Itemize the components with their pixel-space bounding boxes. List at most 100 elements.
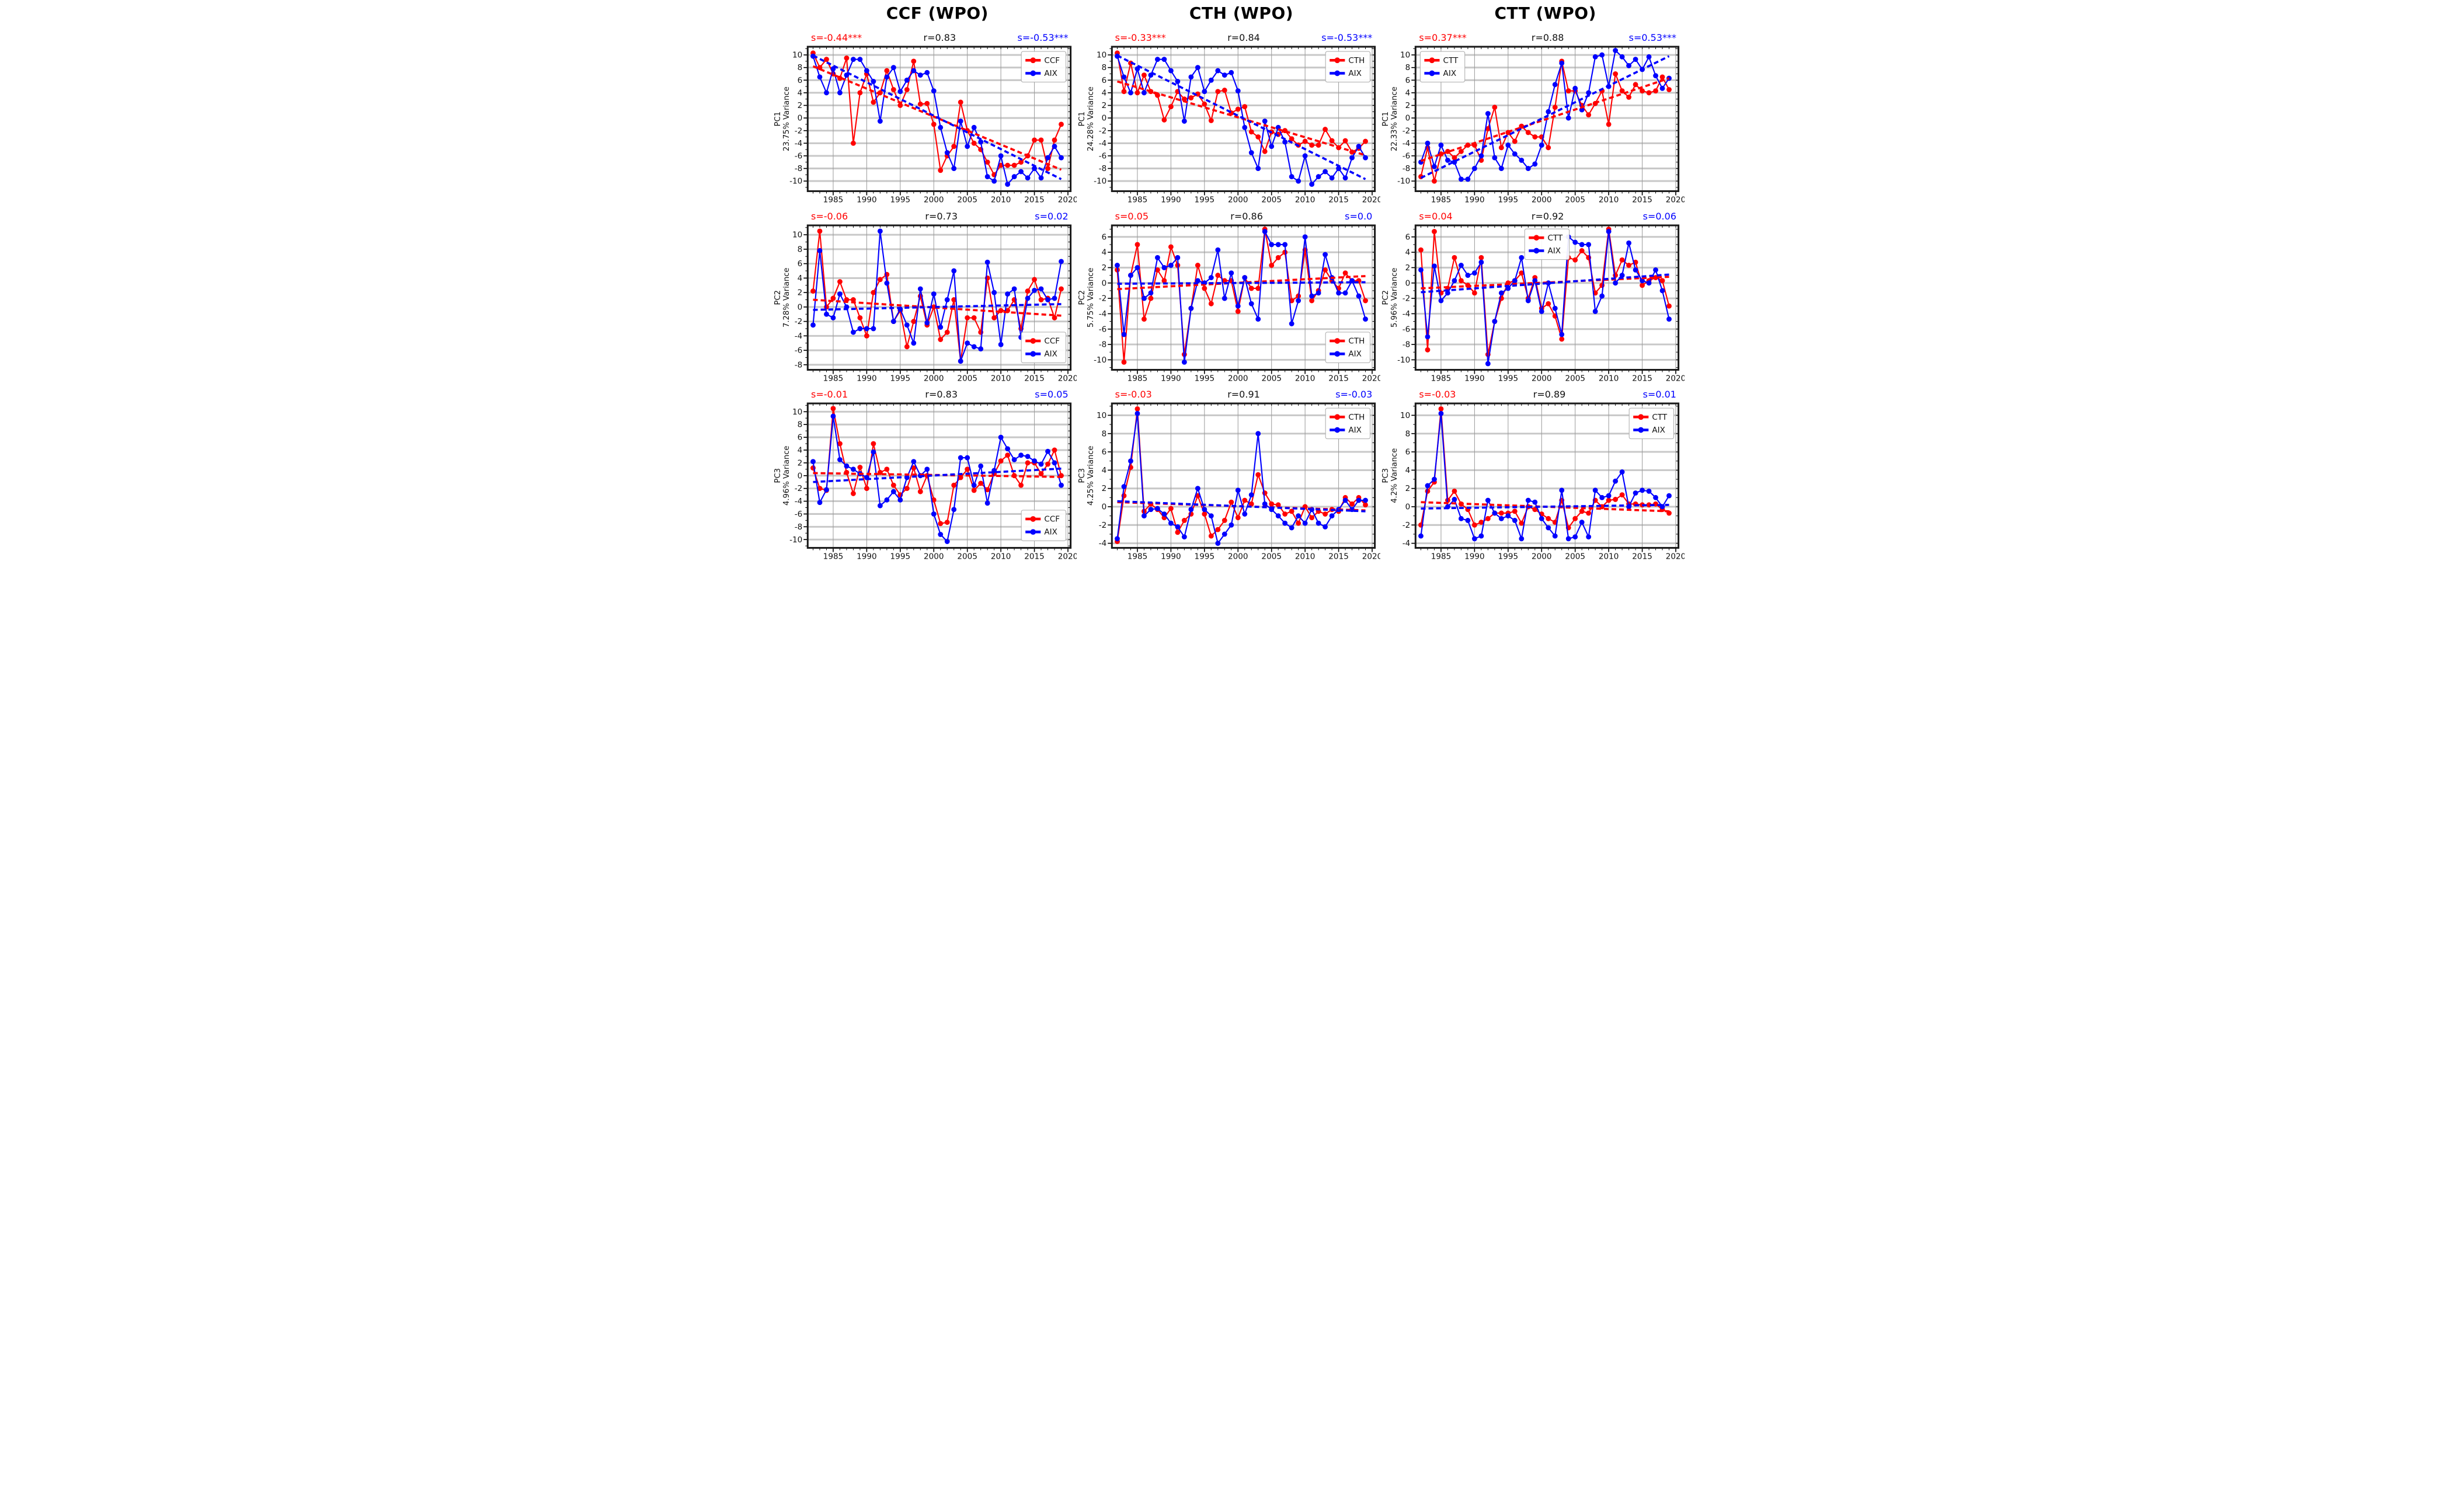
data-point <box>911 68 917 74</box>
data-point <box>971 124 977 130</box>
slope-annotation-blue: s=0.05 <box>1035 389 1069 400</box>
axis-labels: 1985 1990 1995 2000 2005 2010 2015 2020 10 8 6 4 2 0 -… <box>1381 51 1685 205</box>
data-point <box>911 465 917 471</box>
data-point <box>958 455 963 461</box>
slope-annotation-red: s=-0.33*** <box>1115 32 1166 43</box>
data-point <box>1121 332 1127 337</box>
data-point <box>1432 476 1438 482</box>
slope-annotation-blue: s=0.02 <box>1035 210 1069 222</box>
legend-label: AIX <box>1652 426 1666 435</box>
svg-text:-6: -6 <box>795 151 803 161</box>
data-point <box>830 66 836 72</box>
svg-text:1995: 1995 <box>1194 374 1214 383</box>
svg-text:2015: 2015 <box>1328 552 1349 562</box>
y-axis-label-variance: 5.96% Variance <box>1390 267 1399 327</box>
data-point <box>1425 334 1431 339</box>
svg-text:2000: 2000 <box>924 196 944 205</box>
data-point <box>1052 447 1057 453</box>
data-point <box>1154 506 1160 511</box>
data-point <box>1038 137 1044 143</box>
trend-lines <box>1421 273 1669 293</box>
data-point <box>951 297 957 302</box>
data-point <box>984 487 990 493</box>
data-point <box>1032 287 1037 293</box>
annotation-row: s=0.04 r=0.92 s=0.06 <box>1380 208 1685 222</box>
data-point <box>1161 117 1167 123</box>
data-point <box>1613 48 1619 53</box>
slope-annotation-blue: s=0.01 <box>1642 389 1676 400</box>
data-point <box>877 470 883 475</box>
svg-text:-2: -2 <box>1098 521 1106 530</box>
legend: CCF AIX <box>1021 51 1067 83</box>
data-point <box>1335 290 1341 295</box>
legend: CCF AIX <box>1021 331 1067 363</box>
data-point <box>1208 513 1214 519</box>
data-point <box>1188 74 1193 80</box>
data-point <box>1633 490 1638 496</box>
data-point <box>1553 533 1558 539</box>
data-point <box>1315 290 1321 295</box>
data-point <box>1425 483 1431 489</box>
data-point <box>1512 518 1518 524</box>
svg-text:2010: 2010 <box>991 552 1011 562</box>
slope-annotation-red: s=0.04 <box>1419 210 1453 222</box>
data-point <box>1235 515 1241 521</box>
data-point <box>1322 252 1328 257</box>
correlation-annotation: r=0.84 <box>1227 32 1260 43</box>
svg-text:2020: 2020 <box>1362 374 1380 383</box>
series-aix <box>1418 48 1672 182</box>
data-point <box>1282 242 1287 247</box>
data-point <box>1114 536 1120 542</box>
data-point <box>810 288 816 294</box>
trend-lines <box>1421 501 1669 513</box>
data-point <box>958 358 963 364</box>
data-point <box>1613 71 1619 76</box>
legend-label: CTH <box>1348 56 1365 65</box>
y-axis-label-pc: PC1 <box>774 112 782 126</box>
data-point <box>1452 255 1457 260</box>
svg-text:2000: 2000 <box>1532 552 1552 562</box>
data-point <box>1445 290 1451 295</box>
svg-text:6: 6 <box>1101 232 1106 242</box>
data-point <box>1640 88 1645 94</box>
svg-text:1985: 1985 <box>1127 374 1147 383</box>
data-point <box>830 413 836 419</box>
svg-text:1990: 1990 <box>1161 196 1181 205</box>
data-point <box>931 121 937 127</box>
data-point <box>1255 285 1261 291</box>
panel-ccf-pc3: s=-0.01 r=0.83 s=0.05 1985 1990 1995 2000 20… <box>772 386 1077 565</box>
legend-label: CTH <box>1348 336 1365 346</box>
data-point <box>958 119 963 124</box>
data-point <box>1154 255 1160 260</box>
data-point <box>1308 142 1314 148</box>
data-point <box>1613 478 1619 484</box>
svg-text:2000: 2000 <box>1532 196 1552 205</box>
svg-text:-6: -6 <box>1098 151 1106 161</box>
data-point <box>1452 489 1457 494</box>
data-point <box>1315 142 1321 148</box>
data-point <box>1586 112 1592 118</box>
data-point <box>837 441 843 447</box>
data-point <box>1275 502 1281 508</box>
svg-text:1985: 1985 <box>1431 196 1452 205</box>
data-point <box>1349 155 1355 161</box>
data-point <box>1329 175 1335 181</box>
data-point <box>1432 163 1438 169</box>
data-point <box>971 315 977 320</box>
data-point <box>1485 111 1491 116</box>
panel-cth-pc1: s=-0.33*** r=0.84 s=-0.53*** 1985 1990 199… <box>1077 29 1381 208</box>
svg-text:-8: -8 <box>1098 340 1106 349</box>
data-point <box>1134 90 1140 96</box>
y-axis-label-variance: 4.25% Variance <box>1087 446 1095 506</box>
data-point <box>1599 495 1605 501</box>
svg-text:2015: 2015 <box>1024 374 1045 383</box>
svg-text:1990: 1990 <box>1464 196 1485 205</box>
data-point <box>1579 508 1585 514</box>
legend-label: AIX <box>1044 349 1057 358</box>
data-point <box>1659 277 1665 283</box>
svg-text:4: 4 <box>798 273 803 283</box>
data-point <box>1248 501 1254 507</box>
svg-text:2: 2 <box>798 101 803 110</box>
data-point <box>864 68 869 74</box>
data-point <box>998 162 1004 168</box>
